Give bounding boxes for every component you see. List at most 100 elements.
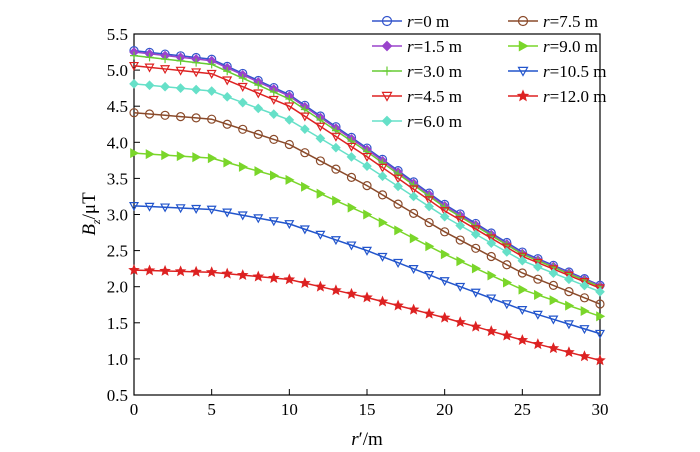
data-point (237, 97, 248, 108)
data-point (440, 227, 450, 237)
data-point (534, 289, 544, 300)
data-point (486, 294, 497, 304)
data-point (517, 15, 529, 27)
data-point (392, 299, 404, 311)
data-point (517, 306, 528, 316)
data-point (160, 65, 171, 75)
data-point (470, 288, 481, 298)
data-point (284, 115, 295, 125)
legend-item: r=12.0 m (508, 87, 606, 106)
data-point (283, 273, 296, 285)
data-point (486, 238, 497, 248)
data-point (501, 243, 512, 253)
data-point (580, 305, 590, 316)
data-point (377, 171, 388, 182)
series-line (133, 269, 601, 362)
data-point (439, 207, 450, 217)
data-point (516, 89, 530, 102)
data-point (270, 170, 280, 181)
data-point (316, 188, 326, 199)
axis-ticks: 0 5 10 15 20 25 30 0.5 1.0 1.5 2.0 2.5 3.0 3.5 4.0 4.5 5… (107, 25, 609, 419)
data-point (237, 211, 248, 221)
data-point (237, 82, 248, 92)
data-point (518, 40, 529, 52)
data-point (284, 102, 295, 112)
data-point (144, 63, 155, 73)
data-point (565, 300, 575, 311)
data-point (548, 268, 559, 278)
data-point (346, 152, 357, 162)
data-point (160, 203, 171, 213)
legend-label: r=12.0 m (543, 87, 606, 106)
data-point (563, 320, 574, 330)
data-point (376, 295, 389, 307)
data-point (175, 83, 186, 93)
data-point (299, 112, 310, 122)
data-point (548, 265, 559, 275)
data-point (363, 147, 371, 156)
data-point (393, 181, 403, 192)
data-point (254, 166, 264, 177)
x-tick-label: 5 (207, 400, 216, 419)
data-point (205, 266, 218, 278)
data-point (268, 271, 280, 283)
data-point (579, 325, 590, 335)
data-point (409, 181, 418, 190)
y-tick-label: 5.0 (107, 61, 128, 80)
data-point (330, 284, 342, 296)
series-line (133, 83, 601, 293)
data-point (285, 94, 294, 103)
y-tick-label: 1.5 (107, 314, 128, 333)
data-point (176, 151, 186, 162)
data-point (144, 80, 155, 91)
data-point (191, 68, 202, 78)
data-point (378, 217, 388, 228)
data-point (362, 161, 372, 171)
data-point (501, 247, 512, 257)
data-point (533, 274, 543, 284)
data-point (503, 277, 513, 288)
data-point (381, 40, 393, 52)
data-point (486, 234, 497, 244)
data-point (362, 181, 372, 191)
y-tick-label: 3.0 (107, 206, 128, 225)
x-tick-label: 10 (281, 400, 298, 419)
data-point (424, 271, 435, 281)
data-point (236, 269, 249, 281)
data-point (378, 158, 387, 167)
data-point (253, 214, 264, 224)
data-point (532, 310, 543, 320)
series-group (128, 46, 606, 366)
data-point (407, 303, 420, 315)
data-point (143, 264, 156, 276)
data-point (160, 110, 170, 120)
data-point (207, 114, 217, 124)
data-point (160, 81, 170, 92)
data-point (175, 66, 186, 76)
x-tick-label: 0 (130, 400, 139, 419)
data-point (485, 325, 498, 337)
data-point (301, 181, 311, 192)
data-point (346, 172, 357, 182)
data-point (470, 225, 481, 235)
y-tick-label: 4.5 (107, 97, 128, 116)
data-point (409, 208, 419, 218)
data-point (595, 299, 605, 309)
legend-label: r=0 m (407, 12, 449, 31)
y-tick-label: 2.5 (107, 242, 128, 261)
data-point (253, 103, 264, 114)
data-point (222, 208, 233, 218)
series-6 (130, 148, 606, 322)
data-point (145, 53, 154, 62)
data-point (268, 95, 279, 105)
data-point (238, 124, 248, 134)
legend-item: r=4.5 m (372, 87, 462, 106)
legend-item: r=0 m (372, 12, 449, 31)
data-point (347, 202, 357, 213)
data-point (548, 315, 559, 325)
data-point (191, 204, 202, 214)
data-point (284, 220, 295, 230)
data-point (238, 161, 248, 172)
data-point (268, 109, 279, 119)
